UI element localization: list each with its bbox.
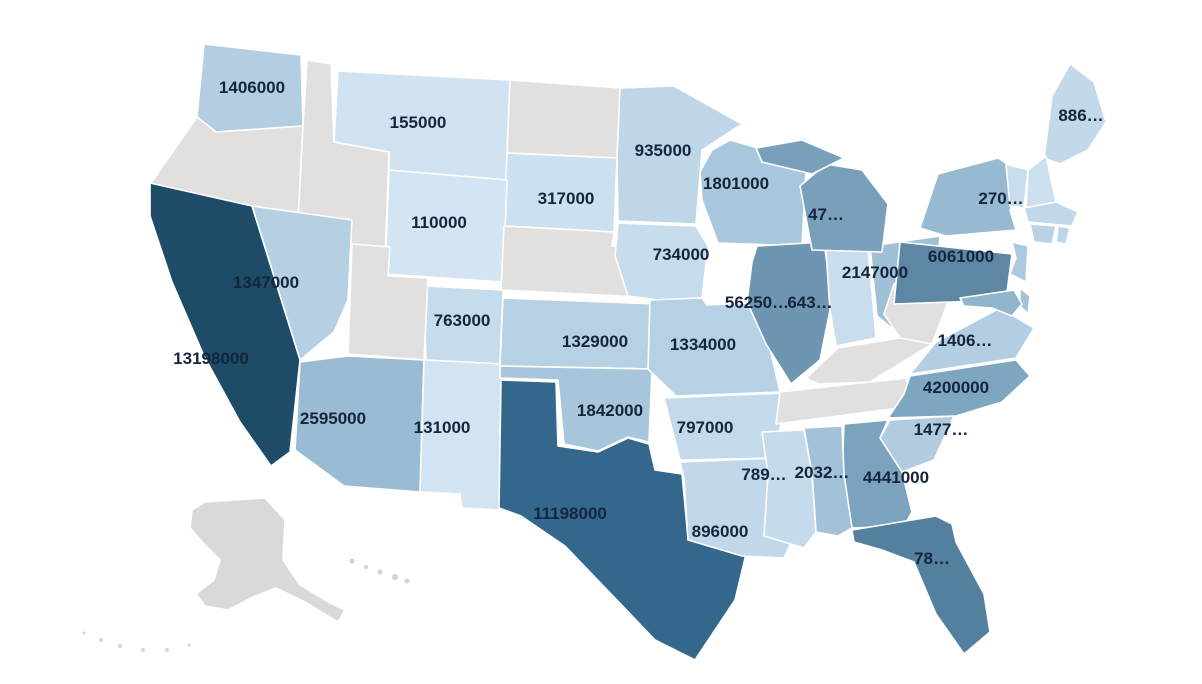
state-OK[interactable]: Oklahoma: [499, 365, 653, 452]
state-MS[interactable]: Mississippi: [761, 429, 817, 549]
island-ak: [98, 637, 104, 643]
island-hi: [376, 568, 384, 576]
state-NH[interactable]: New Hampshire: [1025, 155, 1057, 209]
state-KS[interactable]: Kansas: [499, 297, 657, 370]
state-MN[interactable]: Minnesota: [616, 85, 743, 225]
state-IN[interactable]: Indiana: [825, 245, 877, 347]
state-AK[interactable]: Alaska: [189, 497, 346, 623]
island-hi: [348, 557, 356, 565]
state-NJ[interactable]: New Jersey: [1009, 241, 1029, 283]
state-NM[interactable]: New Mexico: [419, 359, 506, 511]
states-layer: WashingtonOregonIdahoMontanaNorth Dakota…: [149, 43, 1107, 661]
state-WY[interactable]: Wyoming: [384, 169, 508, 283]
state-MI[interactable]: Michigan: [755, 139, 845, 175]
island-ak: [117, 643, 123, 649]
state-ND[interactable]: North Dakota: [506, 79, 621, 159]
state-IA[interactable]: Iowa: [614, 222, 709, 301]
island-ak: [81, 630, 87, 636]
state-VT[interactable]: Vermont: [1005, 163, 1029, 209]
island-hi: [391, 573, 399, 581]
state-MA[interactable]: Massachusetts: [1023, 201, 1079, 227]
state-ME[interactable]: Maine: [1043, 63, 1107, 165]
state-CO[interactable]: Colorado: [423, 285, 504, 365]
island-hi: [403, 577, 411, 585]
island-ak: [186, 642, 192, 648]
state-FL[interactable]: Florida: [851, 515, 991, 655]
island-ak: [164, 647, 170, 653]
state-RI[interactable]: Rhode Island: [1055, 225, 1071, 245]
state-CT[interactable]: Connecticut: [1029, 223, 1057, 245]
state-WA[interactable]: Washington: [196, 43, 304, 133]
state-MD[interactable]: Maryland: [959, 289, 1023, 317]
state-SD[interactable]: South Dakota: [503, 152, 618, 233]
island-ak: [140, 647, 146, 653]
state-AZ[interactable]: Arizona: [294, 355, 425, 493]
state-UT[interactable]: Utah: [347, 243, 429, 361]
state-NC[interactable]: North Carolina: [887, 359, 1031, 419]
island-hi: [363, 564, 369, 570]
state-DE[interactable]: Delaware: [1019, 287, 1031, 315]
islands-layer: [81, 557, 411, 653]
state-MI[interactable]: Michigan: [799, 163, 889, 253]
state-VA[interactable]: Virginia: [909, 307, 1035, 375]
state-CA[interactable]: California: [149, 182, 301, 467]
